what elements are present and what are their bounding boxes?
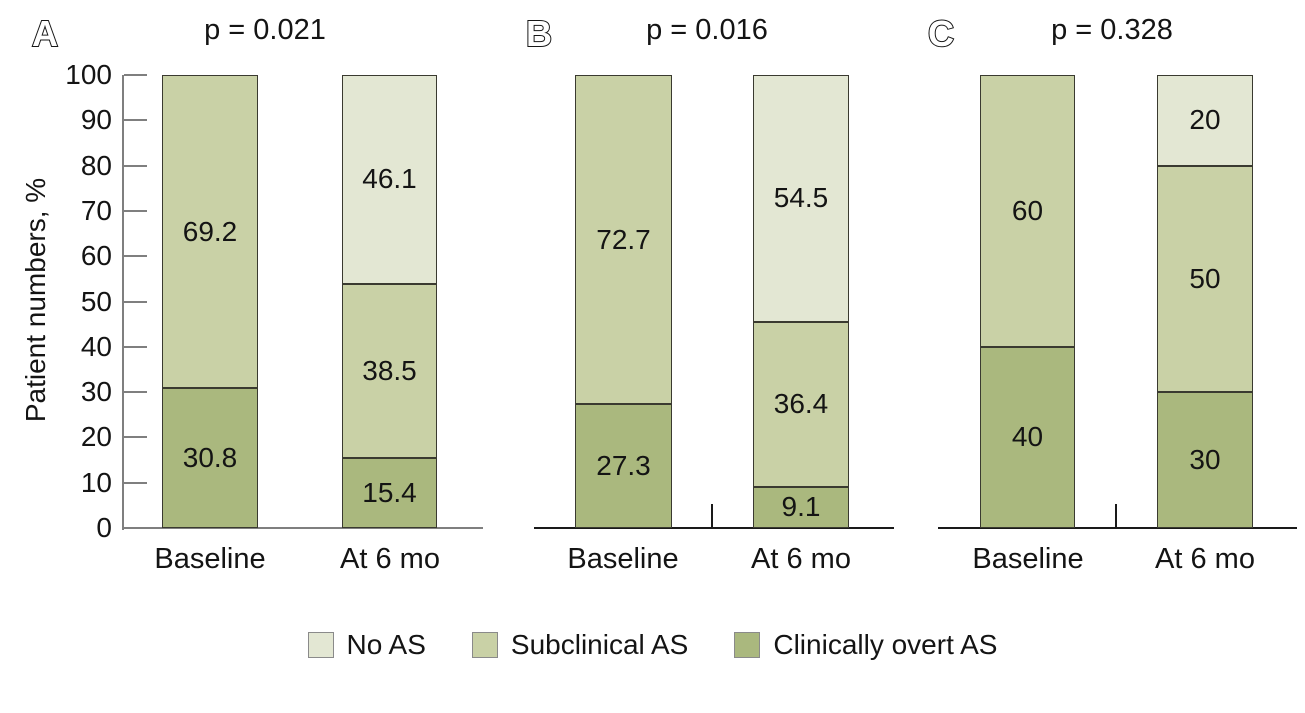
bar-segment: 40 xyxy=(980,346,1075,528)
panel-c-letter: C xyxy=(928,13,954,54)
bar-segment: 54.5 xyxy=(753,75,849,322)
bar-segment-value: 72.7 xyxy=(596,223,651,255)
panel-c-p-value: p = 0.328 xyxy=(1051,14,1173,46)
y-axis-tick-label: 40 xyxy=(80,330,112,362)
panel-a-category-6mo: At 6 mo xyxy=(340,543,440,575)
panel-b-letter: B xyxy=(526,13,552,54)
y-axis-tick-label: 10 xyxy=(80,466,112,498)
bar-segment: 30.8 xyxy=(162,388,258,528)
y-axis-tick-label: 50 xyxy=(80,285,112,317)
bar-segment: 30 xyxy=(1157,392,1253,528)
legend-swatch xyxy=(471,632,498,658)
bar-segment: 46.1 xyxy=(342,75,437,284)
bar-segment: 72.7 xyxy=(575,75,672,405)
panel-c-category-tick xyxy=(1115,504,1117,528)
bar-segment-value: 69.2 xyxy=(182,215,238,247)
y-axis-tick-label: 0 xyxy=(96,512,112,543)
bar-segment: 60 xyxy=(980,75,1075,347)
bar-segment-value: 54.5 xyxy=(773,182,829,214)
panel-a-x-axis xyxy=(122,527,483,529)
bar-segment-value: 50 xyxy=(1189,262,1221,294)
y-axis-tick-label: 100 xyxy=(65,59,112,90)
y-axis-tick xyxy=(124,300,147,303)
legend-item: No AS xyxy=(307,629,426,661)
panel-a-p-value: p = 0.021 xyxy=(204,14,326,46)
y-axis-tick xyxy=(124,345,147,348)
bar-segment-value: 30 xyxy=(1189,444,1221,476)
bar-segment-value: 38.5 xyxy=(362,355,417,387)
y-axis-tick-label: 70 xyxy=(80,194,112,226)
bar-segment: 9.1 xyxy=(753,486,849,528)
y-axis-tick-label: 60 xyxy=(80,240,112,272)
panel-a-letter: A xyxy=(32,13,58,54)
y-axis-line xyxy=(122,75,124,530)
panel-a-category-baseline: Baseline xyxy=(154,543,266,575)
bar-segment-value: 40 xyxy=(1011,421,1044,453)
bar-segment: 38.5 xyxy=(342,283,437,459)
y-axis-tick xyxy=(124,74,147,76)
bar-segment: 50 xyxy=(1157,165,1253,393)
bar-segment-value: 15.4 xyxy=(362,477,417,509)
y-axis-tick xyxy=(124,436,147,439)
y-axis-tick-label: 90 xyxy=(80,104,112,136)
legend-swatch xyxy=(307,632,334,658)
legend-item: Clinically overt AS xyxy=(734,629,997,661)
y-axis-tick xyxy=(124,209,147,212)
bar-segment-value: 27.3 xyxy=(596,450,651,482)
legend-label: Subclinical AS xyxy=(510,629,689,660)
y-axis-tick-label: 30 xyxy=(80,376,112,408)
legend: No AS Subclinical AS Clinically overt AS xyxy=(0,629,1305,661)
bar-segment-value: 9.1 xyxy=(781,491,821,523)
bar-segment-value: 46.1 xyxy=(362,163,417,195)
panel-c-category-baseline: Baseline xyxy=(972,543,1084,575)
bar-segment: 36.4 xyxy=(753,321,849,487)
legend-label: No AS xyxy=(346,629,426,660)
bar-segment: 69.2 xyxy=(162,75,258,389)
panel-b-x-axis xyxy=(534,527,894,529)
bar-segment-value: 60 xyxy=(1011,194,1044,226)
y-axis-tick xyxy=(124,481,147,484)
bar-segment: 15.4 xyxy=(342,458,437,528)
y-axis-tick-label: 20 xyxy=(80,421,112,453)
panel-b-category-baseline: Baseline xyxy=(567,543,679,575)
panel-b-label: B xyxy=(525,12,553,55)
y-axis-tick-label: 80 xyxy=(80,149,112,181)
y-axis-tick xyxy=(124,164,147,167)
bar-segment-value: 30.8 xyxy=(182,442,238,474)
legend-swatch xyxy=(734,632,761,658)
bar-segment-value: 36.4 xyxy=(773,388,829,420)
legend-item: Subclinical AS xyxy=(471,629,689,661)
panel-b-category-tick xyxy=(711,504,713,528)
panel-b-p-value: p = 0.016 xyxy=(646,14,768,46)
panel-a-label: A xyxy=(31,12,59,55)
panel-c-label: C xyxy=(927,12,955,55)
bar-segment: 27.3 xyxy=(575,404,672,528)
panel-c-category-6mo: At 6 mo xyxy=(1155,543,1255,575)
y-axis-tick xyxy=(124,255,147,258)
y-axis-tick xyxy=(124,119,147,122)
panel-b-category-6mo: At 6 mo xyxy=(751,543,851,575)
legend-label: Clinically overt AS xyxy=(773,629,998,660)
y-axis-tick xyxy=(124,391,147,394)
panel-c-x-axis xyxy=(938,527,1297,529)
bar-segment-value: 20 xyxy=(1189,104,1221,136)
bar-segment: 20 xyxy=(1157,75,1253,166)
